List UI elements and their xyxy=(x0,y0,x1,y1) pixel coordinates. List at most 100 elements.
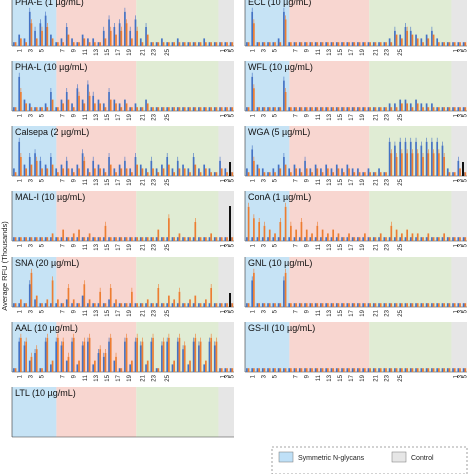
bar-series-b xyxy=(258,168,261,176)
bar-series-b xyxy=(194,295,197,307)
bar-series-a xyxy=(203,303,206,307)
bar-series-b xyxy=(136,30,139,46)
bar-series-b xyxy=(422,303,424,307)
bar-series-a xyxy=(283,280,285,307)
x-tick-label: 15 xyxy=(105,178,111,185)
bar-series-b xyxy=(168,42,170,46)
bar-series-a xyxy=(192,42,195,46)
bar-series-b xyxy=(353,368,356,372)
bar-series-a xyxy=(425,303,428,307)
x-tick-label: 3 xyxy=(458,113,464,117)
bar-series-b xyxy=(104,172,107,176)
bar-series-a xyxy=(383,368,386,372)
bar-series-b xyxy=(14,368,17,372)
bar-series-a xyxy=(441,303,444,307)
panel-title: WFL (10 µg/mL) xyxy=(248,62,313,72)
bar-series-b xyxy=(215,303,218,307)
bar-series-b xyxy=(104,225,107,241)
bar-series-a xyxy=(298,168,301,176)
region-band-2 xyxy=(289,191,370,241)
bar-series-a xyxy=(452,107,454,111)
panel-2: ECL (10 µg/mL)1 3 5 7 9 11 13 15 17 19 21 23 25 135 xyxy=(244,0,468,56)
bar-series-a xyxy=(362,107,365,111)
bar-series-a xyxy=(462,42,465,46)
bar-series-b xyxy=(226,107,228,111)
bar-series-a xyxy=(219,303,221,307)
bar-series-a xyxy=(219,160,221,176)
bar-series-b xyxy=(67,168,70,176)
bar-series-a xyxy=(87,38,89,46)
bar-series-b xyxy=(279,168,282,176)
bar-series-b xyxy=(220,107,223,111)
bar-series-a xyxy=(272,168,275,176)
bar-series-b xyxy=(205,168,207,176)
x-tick-label: 17 xyxy=(116,178,122,185)
bar-series-a xyxy=(314,303,317,307)
bar-series-b xyxy=(141,168,144,176)
bar-series-b xyxy=(152,168,154,176)
legend: Symmetric N-glycans Control xyxy=(271,446,468,474)
bar-series-b xyxy=(83,160,86,176)
bar-series-a xyxy=(118,237,121,241)
bar-series-a xyxy=(97,164,100,176)
x-tick-label: 13 xyxy=(94,178,100,185)
bar-series-a xyxy=(346,164,349,176)
bar-series-b xyxy=(94,303,96,307)
x-tick-label: 3 xyxy=(261,48,267,52)
bar-series-a xyxy=(346,42,349,46)
x-tick-label: 9 xyxy=(305,309,311,313)
bar-series-a xyxy=(118,368,121,372)
bar-series-b xyxy=(157,368,160,372)
x-tick-label: 5 xyxy=(462,113,468,117)
bar-series-b xyxy=(88,299,91,307)
bar-series-b xyxy=(358,368,361,372)
x-tick-label: 9 xyxy=(305,243,311,247)
bar-series-a xyxy=(420,38,423,46)
bar-series-b xyxy=(125,337,128,372)
bar-series-b xyxy=(443,233,446,241)
x-tick-label: 9 xyxy=(305,178,311,182)
bar-series-a xyxy=(113,237,116,241)
bar-series-a xyxy=(378,237,380,241)
bar-series-b xyxy=(72,172,75,176)
bar-series-a xyxy=(18,303,21,307)
region-band-4 xyxy=(218,61,234,111)
bar-series-b xyxy=(220,168,223,176)
bar-series-b xyxy=(231,303,234,307)
x-tick-label: 19 xyxy=(360,309,366,316)
x-tick-label: 1 xyxy=(220,309,226,313)
bar-series-b xyxy=(385,237,387,241)
x-tick-label: 17 xyxy=(116,243,122,250)
x-tick-label: 3 xyxy=(458,309,464,313)
x-tick-label: 3 xyxy=(458,374,464,378)
x-tick-label: 19 xyxy=(127,178,133,185)
bar-series-a xyxy=(108,341,110,372)
bar-series-b xyxy=(438,368,440,372)
x-tick-label: 17 xyxy=(349,243,355,250)
region-band-3 xyxy=(369,61,452,111)
bar-series-a xyxy=(134,303,137,307)
bar-series-b xyxy=(109,30,112,46)
bar-series-a xyxy=(320,168,322,176)
legend-swatch-symmetric xyxy=(278,451,294,463)
bar-series-a xyxy=(399,99,402,111)
bar-series-b xyxy=(152,337,154,372)
bar-series-a xyxy=(367,168,370,176)
bar-series-b xyxy=(136,337,139,372)
x-tick-label: 3 xyxy=(28,178,34,182)
bar-series-a xyxy=(192,157,195,176)
bar-series-a xyxy=(13,168,15,176)
bar-series-b xyxy=(125,168,128,176)
bar-series-b xyxy=(20,38,22,46)
bar-series-a xyxy=(155,107,158,111)
bar-series-b xyxy=(427,368,430,372)
bar-series-a xyxy=(60,303,63,307)
y-axis-label: Average RFU (Thousands) xyxy=(0,221,9,311)
bar-series-a xyxy=(81,34,84,46)
panel-title: AAL (10 µg/mL) xyxy=(15,323,78,333)
x-tick-label: 5 xyxy=(273,48,279,52)
bar-series-a xyxy=(304,237,306,241)
bar-series-a xyxy=(60,99,63,111)
bar-series-a xyxy=(166,303,169,307)
x-tick-label: 13 xyxy=(94,113,100,120)
